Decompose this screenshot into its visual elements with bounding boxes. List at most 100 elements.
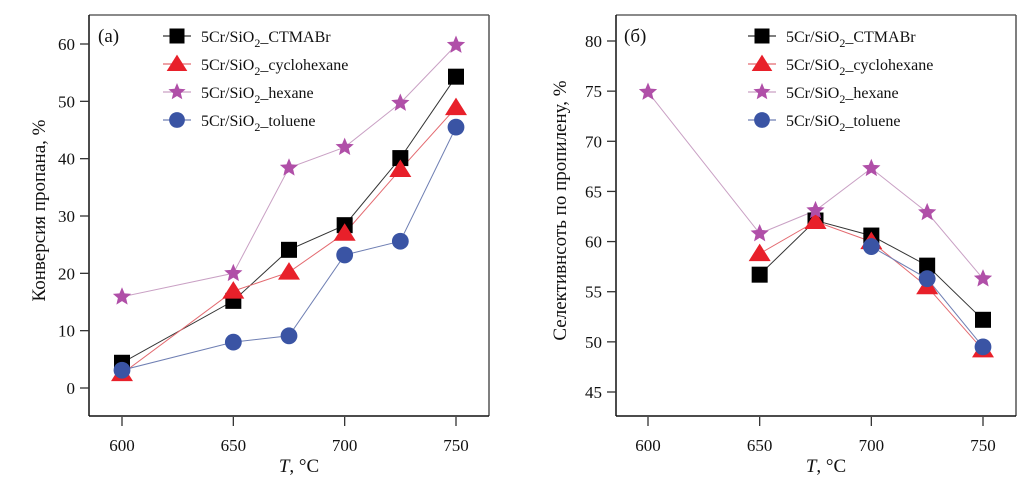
data-point-star: [279, 158, 299, 176]
x-axis-label-variable: T: [279, 456, 291, 477]
legend-label-prefix: 5Cr/SiO: [201, 57, 254, 74]
series-line-square: [121, 76, 457, 364]
legend-label-prefix: 5Cr/SiO: [786, 57, 839, 74]
data-point-square: [392, 150, 409, 167]
legend-label: 5Cr/SiO2_toluene: [786, 113, 900, 134]
y-tick-label: 65: [585, 182, 602, 201]
y-tick-label: 55: [585, 283, 602, 302]
data-point-triangle: [389, 159, 412, 178]
series-line-star: [647, 91, 984, 280]
data-point-square: [975, 311, 991, 328]
x-tick-label: 600: [635, 436, 661, 455]
legend-label-suffix: _cyclohexane: [259, 57, 348, 74]
y-axis-label: Селективнсоть по пропилену, %: [550, 80, 571, 340]
legend-label-subscript: 2: [839, 92, 845, 106]
legend-label-prefix: 5Cr/SiO: [201, 113, 254, 130]
data-point-star: [224, 263, 243, 282]
panel-label: (a): [98, 26, 119, 47]
legend-label: 5Cr/SiO2_cyclohexane: [201, 57, 348, 78]
data-point-circle: [336, 246, 354, 264]
data-point-square: [751, 266, 768, 283]
y-tick-label: 0: [67, 379, 76, 398]
legend-label-prefix: 5Cr/SiO: [201, 29, 254, 46]
x-tick-label: 650: [747, 436, 773, 455]
legend-label-prefix: 5Cr/SiO: [786, 85, 839, 102]
data-point-triangle: [333, 223, 356, 241]
data-point-circle: [974, 338, 992, 356]
chart-panel-a: 0 10 20 30 40 50 60 600 650 700 750 T, °C Конверсия …: [29, 14, 490, 477]
x-tick-label: 750: [443, 436, 469, 455]
x-axis-label-variable: T: [806, 456, 818, 477]
legend-label-prefix: 5Cr/SiO: [786, 29, 839, 46]
data-point-circle: [918, 270, 936, 288]
x-axis-label: T, °C: [806, 456, 846, 477]
legend-label-prefix: 5Cr/SiO: [786, 113, 839, 130]
data-point-square: [448, 68, 464, 85]
data-point-star: [750, 223, 769, 242]
legend-label-suffix: _CTMABr: [844, 29, 916, 46]
legend-marker-square: [169, 28, 185, 44]
legend-marker-triangle: [166, 54, 188, 72]
data-point-circle: [391, 232, 409, 250]
legend-label-suffix: _CTMABr: [259, 29, 331, 46]
y-tick-label: 60: [58, 35, 75, 54]
legend-label: 5Cr/SiO2_CTMABr: [786, 29, 916, 50]
y-tick-label: 50: [58, 92, 75, 111]
legend-label: 5Cr/SiO2_toluene: [201, 113, 315, 134]
y-tick-label: 50: [585, 333, 602, 352]
legend-label-suffix: _cyclohexane: [844, 57, 933, 74]
data-point-star: [335, 137, 354, 155]
data-point-star: [112, 287, 132, 305]
x-tick-label: 650: [221, 436, 247, 455]
y-tick-label: 30: [58, 207, 75, 226]
data-point-star: [638, 82, 658, 100]
y-tick-label: 45: [585, 383, 602, 402]
data-point-circle: [447, 118, 465, 136]
y-tick-label: 70: [585, 132, 602, 151]
y-tick-label: 75: [585, 82, 602, 101]
legend-label-suffix: _toluene: [259, 113, 315, 130]
x-tick-label: 700: [859, 436, 885, 455]
y-tick-label: 60: [585, 233, 602, 252]
legend-label-suffix: _toluene: [844, 113, 900, 130]
legend-label: 5Cr/SiO2_hexane: [786, 85, 899, 106]
x-tick-label: 700: [332, 436, 358, 455]
x-tick-label: 750: [970, 436, 996, 455]
data-point-triangle: [804, 211, 827, 230]
legend-marker-circle: [754, 112, 770, 128]
legend-marker-triangle: [751, 54, 773, 72]
data-point-star: [446, 35, 466, 53]
legend-marker-square: [754, 28, 770, 44]
data-point-star: [918, 202, 937, 221]
y-tick-label: 20: [58, 264, 75, 283]
legend-marker-star: [753, 83, 771, 100]
data-point-circle: [224, 333, 242, 351]
y-tick-label: 10: [58, 322, 75, 341]
series-line-star: [121, 44, 457, 298]
data-point-square: [919, 257, 936, 274]
legend-label-suffix: _hexane: [259, 85, 313, 102]
data-point-square: [281, 241, 297, 258]
legend-label-prefix: 5Cr/SiO: [201, 85, 254, 102]
x-axis-label: T, °C: [279, 456, 319, 477]
legend-label-subscript: 2: [839, 36, 845, 50]
data-point-triangle: [222, 281, 245, 299]
legend-marker-circle: [169, 112, 185, 128]
legend-label-suffix: _hexane: [844, 85, 898, 102]
legend-label-subscript: 2: [839, 64, 845, 78]
legend-label-subscript: 2: [839, 120, 845, 134]
legend-label-subscript: 2: [254, 64, 260, 78]
legend-label-subscript: 2: [254, 36, 260, 50]
legend-marker-star: [168, 83, 186, 100]
data-point-star: [862, 158, 881, 177]
x-axis-label-unit: , °C: [816, 456, 846, 477]
data-point-triangle: [278, 262, 300, 280]
data-point-circle: [280, 327, 298, 345]
data-point-circle: [862, 238, 880, 255]
y-tick-label: 80: [585, 32, 602, 51]
series-line-triangle: [121, 107, 457, 375]
x-axis-label-unit: , °C: [289, 456, 319, 477]
data-point-star: [806, 200, 825, 219]
data-point-circle: [113, 361, 131, 379]
